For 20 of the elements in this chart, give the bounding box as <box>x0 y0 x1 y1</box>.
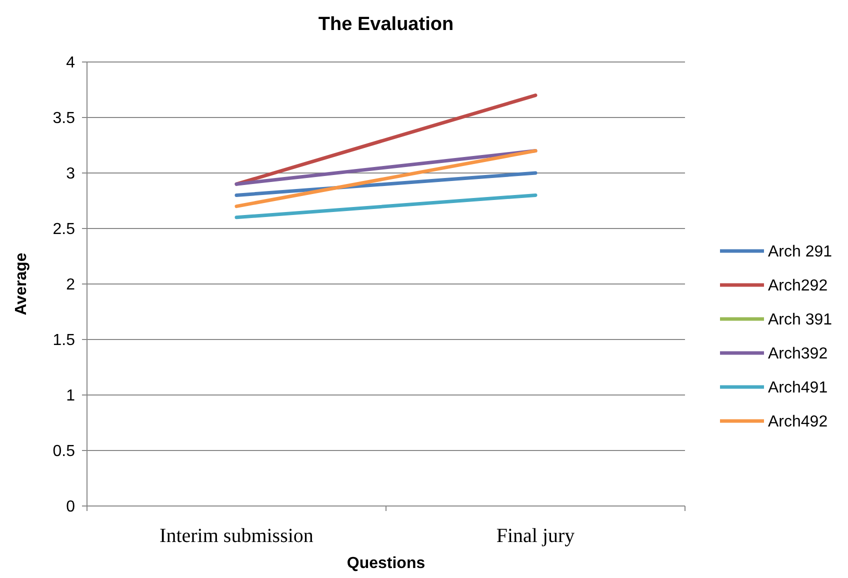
x-axis-title: Questions <box>346 555 426 572</box>
y-tick-label: 2 <box>66 276 76 294</box>
legend-label: Arch292 <box>768 278 828 295</box>
chart-title: The Evaluation <box>318 14 454 35</box>
y-tick-label: 3.5 <box>52 110 76 128</box>
y-tick-label: 4 <box>66 54 76 72</box>
y-tick-label: 0 <box>66 498 76 516</box>
y-tick-label: 1 <box>66 388 76 405</box>
x-tick-label: Final jury <box>496 525 575 547</box>
y-tick-label: 1.5 <box>52 332 76 350</box>
legend-label: Arch 391 <box>768 312 832 329</box>
y-axis-title: Average <box>13 252 30 316</box>
y-tick-label: 2.5 <box>52 221 76 238</box>
legend-label: Arch 291 <box>768 244 832 261</box>
legend-label: Arch392 <box>768 346 828 363</box>
y-tick-label: 0.5 <box>52 443 76 460</box>
y-tick-label: 3 <box>66 166 76 183</box>
legend-label: Arch491 <box>768 380 828 397</box>
x-tick-label: Interim submission <box>160 525 314 547</box>
legend-label: Arch492 <box>768 414 828 431</box>
